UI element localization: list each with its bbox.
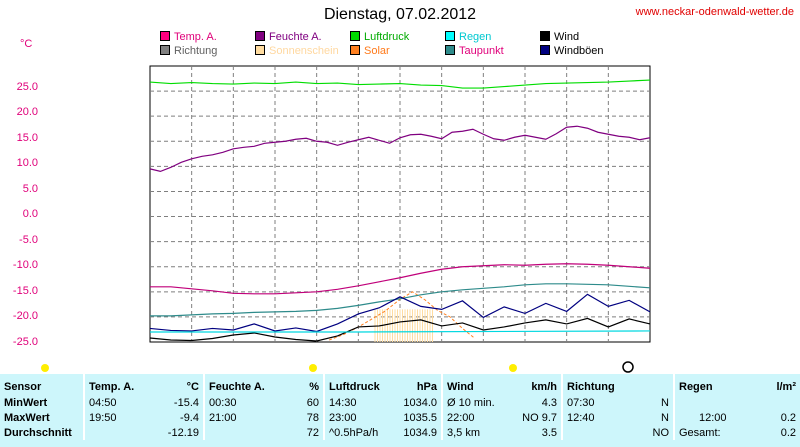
table-cell [84,425,150,440]
table-cell [204,425,272,440]
table-cell: 0.2 [744,410,800,425]
table-cell: 4.3 [508,395,562,410]
table-cell: 1034.9 [390,425,442,440]
sun-marker-icon [41,364,49,372]
table-cell: 22:00 [442,410,508,425]
stats-table: Sensor Temp. A. °C Feuchte A. % Luftdruc… [0,374,800,440]
table-header-cell: Regen [674,374,744,395]
table-header-cell: Temp. A. [84,374,150,395]
table-cell: 19:50 [84,410,150,425]
table-cell: -15.4 [150,395,204,410]
table-header-cell: °C [150,374,204,395]
table-cell: ^0.5hPa/h [324,425,390,440]
table-cell: 14:30 [324,395,390,410]
sun-marker-icon [309,364,317,372]
table-cell: 0.2 [744,425,800,440]
table-cell [562,425,628,440]
moon-phase-icon [623,362,633,372]
table-header-cell: Luftdruck [324,374,390,395]
table-cell: NO 9.7 [508,410,562,425]
table-cell: 60 [272,395,324,410]
table-cell: Durchschnitt [0,425,84,440]
table-cell: -9.4 [150,410,204,425]
table-cell: MinWert [0,395,84,410]
table-header-cell: Feuchte A. [204,374,272,395]
table-header-cell: Sensor [0,374,84,395]
table-cell [744,395,800,410]
table-cell: 21:00 [204,410,272,425]
table-cell: 1034.0 [390,395,442,410]
table-cell: 3.5 [508,425,562,440]
sun-marker-icon [509,364,517,372]
table-cell: NO [628,425,674,440]
table-header-cell: hPa [390,374,442,395]
table-cell [674,395,744,410]
table-row-max: MaxWert 19:50 -9.4 21:00 78 23:00 1035.5… [0,410,800,425]
table-header-cell: Wind [442,374,508,395]
table-header-row: Sensor Temp. A. °C Feuchte A. % Luftdruc… [0,374,800,395]
table-cell: Ø 10 min. [442,395,508,410]
table-row-min: MinWert 04:50 -15.4 00:30 60 14:30 1034.… [0,395,800,410]
table-cell: 1035.5 [390,410,442,425]
table-cell: 78 [272,410,324,425]
table-header-cell [628,374,674,395]
table-cell: 04:50 [84,395,150,410]
table-cell: 00:30 [204,395,272,410]
table-cell: N [628,410,674,425]
table-cell: 07:30 [562,395,628,410]
table-cell: 23:00 [324,410,390,425]
table-cell: -12.19 [150,425,204,440]
table-row-avg: Durchschnitt -12.19 72 ^0.5hPa/h 1034.9 … [0,425,800,440]
table-cell: Gesamt: [674,425,744,440]
table-cell: 12:40 [562,410,628,425]
table-header-cell: Richtung [562,374,628,395]
table-cell: 72 [272,425,324,440]
table-header-cell: km/h [508,374,562,395]
table-header-cell: % [272,374,324,395]
weather-chart [0,0,800,374]
stats-panel: Sensor Temp. A. °C Feuchte A. % Luftdruc… [0,374,800,447]
table-cell: N [628,395,674,410]
table-cell: 12:00 [674,410,744,425]
table-cell: 3,5 km [442,425,508,440]
table-cell: MaxWert [0,410,84,425]
table-header-cell: l/m² [744,374,800,395]
